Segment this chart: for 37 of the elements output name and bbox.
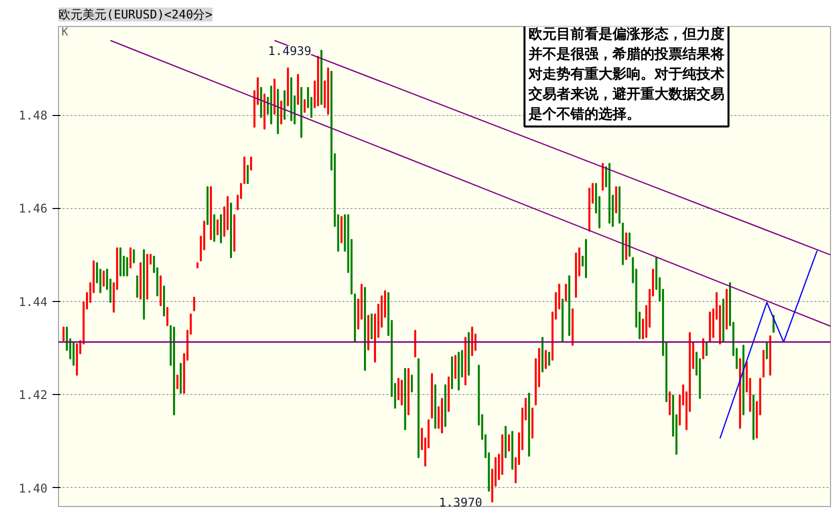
- candlestick: [176, 374, 178, 390]
- candlestick: [246, 164, 249, 184]
- candlestick: [102, 270, 105, 287]
- annotation: 1.3970: [438, 495, 482, 510]
- candlestick: [454, 355, 456, 379]
- candlestick: [166, 307, 168, 326]
- y-tick-label: 1.46: [18, 202, 48, 216]
- candlestick: [766, 341, 768, 360]
- candlestick: [132, 249, 135, 264]
- y-tick-label: 1.44: [18, 294, 48, 309]
- line-series: [719, 250, 818, 440]
- y-tick-label: 1.48: [18, 108, 48, 123]
- candlestick: [508, 434, 510, 452]
- y-tick-label: 1.42: [18, 388, 48, 402]
- candlestick: [280, 100, 282, 124]
- candlestick: [136, 275, 138, 298]
- candlestick: [706, 341, 708, 356]
- candlestick: [668, 391, 671, 416]
- chart-title: 欧元美元(EURUSD)<240分>: [58, 8, 212, 22]
- candlestick: [250, 156, 252, 171]
- annotation: 1.4939: [268, 44, 312, 58]
- candlestick: [126, 257, 128, 276]
- candlestick: [62, 326, 65, 342]
- candlestick: [72, 341, 75, 366]
- candlestick: [544, 350, 547, 370]
- annotation: K: [62, 26, 68, 38]
- candlestick: [410, 374, 413, 392]
- candlestick: [702, 338, 704, 360]
- candlestick: [193, 296, 196, 312]
- y-tick-label: 1.40: [18, 481, 48, 496]
- candlestick: [130, 247, 132, 268]
- candlestick: [304, 99, 306, 113]
- candlestick: [628, 232, 631, 257]
- candlestick: [548, 352, 550, 366]
- candlestick: [216, 219, 219, 236]
- annotation: 欧元目前看是偏涨形态，但力度并不是很强，希腊的投票结果将对走势有重大影响。对于纯技术交易者来说，避开重大数据交易是个不错的选择。: [528, 26, 724, 122]
- candlestick: [564, 284, 567, 302]
